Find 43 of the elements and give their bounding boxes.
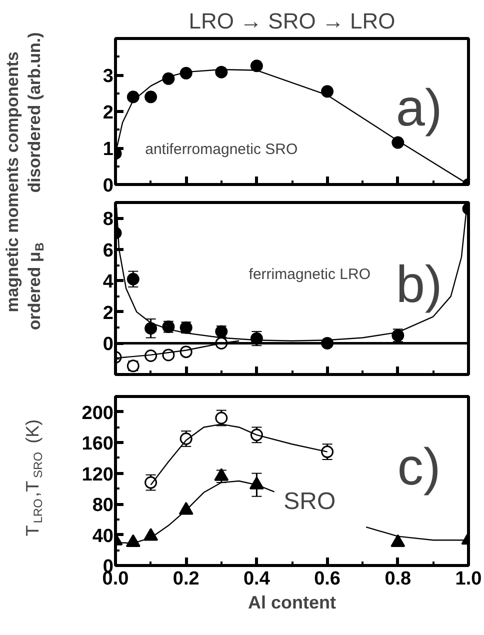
y-tick-label: 8	[102, 209, 114, 230]
y-axis-title: disordered (arb.un.)	[25, 32, 44, 193]
point	[215, 66, 228, 78]
text: magnetic moments components	[3, 51, 22, 312]
x-axis-title: Al content	[248, 592, 336, 612]
y-tick-label: 3	[102, 66, 114, 87]
y-axis-title: ordered μB	[25, 242, 47, 330]
annotation: a)	[396, 80, 442, 138]
x-tick-label: 0.4	[243, 568, 270, 590]
point	[126, 90, 140, 104]
x-tick-label: 0.2	[172, 568, 200, 590]
point	[321, 446, 334, 458]
y-tick-label: 40	[92, 526, 114, 547]
point	[214, 468, 229, 481]
annotation: antiferromagnetic SRO	[145, 140, 298, 158]
y-tick-label: 6	[102, 240, 114, 262]
point	[144, 322, 158, 335]
y-tick-label: 200	[82, 402, 114, 424]
x-tick-label: 0.6	[314, 568, 341, 590]
y-tick-label: 80	[92, 495, 114, 516]
y-tick-label: 0	[102, 176, 114, 196]
annotation: SRO	[284, 488, 336, 515]
point	[144, 90, 158, 104]
y-tick-label: 160	[82, 434, 114, 455]
y-tick-label: 2	[102, 302, 114, 324]
point	[390, 534, 406, 547]
y-tick-label: 1	[102, 139, 114, 160]
point	[321, 85, 334, 98]
x-tick-label: 0.8	[384, 568, 412, 590]
chart-title: LRO → SRO → LRO	[188, 8, 396, 34]
annotation: ferrimagnetic LRO	[248, 266, 371, 284]
point	[250, 60, 263, 72]
y-tick-label: 4	[102, 272, 114, 293]
point	[126, 272, 140, 286]
annotation: c)	[397, 438, 441, 496]
x-tick-label: 1.0	[455, 568, 482, 590]
y-tick-label: 0	[102, 334, 114, 356]
y-tick-label: 2	[102, 102, 114, 124]
point	[126, 534, 140, 547]
annotation: b)	[396, 256, 442, 314]
y-tick-label: 120	[82, 464, 114, 486]
point	[162, 72, 175, 85]
y-axis-title: TLRO,TSRO (K)	[22, 419, 45, 536]
